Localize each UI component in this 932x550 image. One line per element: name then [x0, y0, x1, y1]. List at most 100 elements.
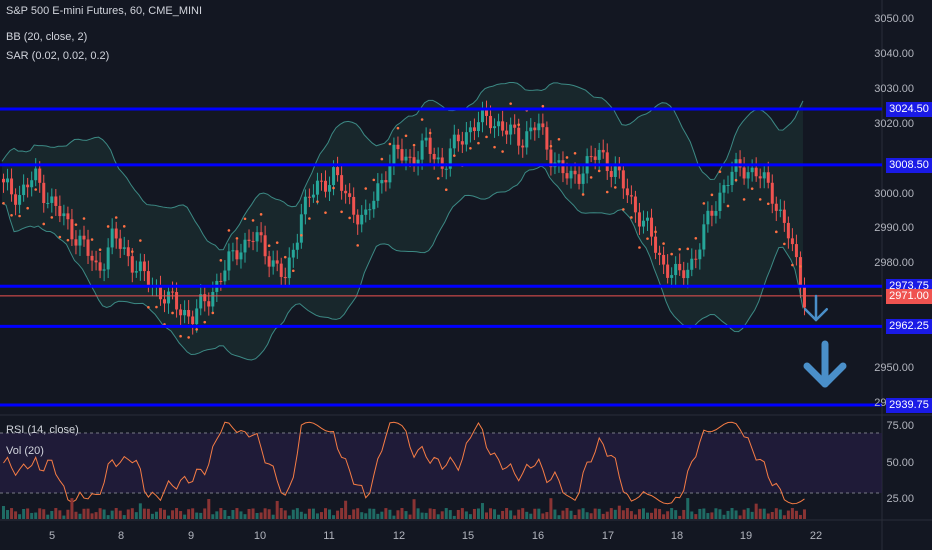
candle-body [436, 157, 440, 160]
candle-body [557, 160, 561, 163]
candle-body [195, 308, 199, 325]
candle-body [6, 178, 10, 183]
candle-body [738, 159, 742, 168]
sar-dot [106, 225, 110, 228]
time-tick-label: 8 [117, 530, 125, 542]
candle-body [702, 224, 706, 250]
volume-bar [416, 508, 420, 519]
volume-bar [287, 515, 291, 519]
sar-dot [501, 150, 504, 153]
volume-bar [376, 513, 380, 519]
candle-body [404, 156, 408, 161]
volume-bar [106, 515, 110, 519]
candle-body [428, 137, 432, 154]
candle-body [303, 196, 307, 215]
volume-bar [340, 508, 344, 519]
volume-bar [798, 514, 802, 519]
price-level-tag: 2939.75 [886, 398, 932, 413]
candle-body [356, 214, 360, 225]
candle-body [54, 196, 58, 206]
candle-body [589, 156, 593, 158]
volume-bar [581, 508, 585, 519]
sar-dot [396, 126, 400, 130]
candle-body [42, 182, 46, 204]
sar-dot [646, 237, 649, 240]
candle-body [533, 127, 537, 131]
volume-bar [650, 512, 654, 519]
volume-bar [360, 512, 364, 519]
volume-bar [549, 498, 553, 519]
candle-body [690, 258, 694, 270]
candle-body [78, 235, 82, 246]
candle-body [460, 141, 464, 145]
sar-dot [404, 134, 408, 138]
volume-bar [448, 510, 452, 519]
sar-dot [694, 236, 698, 240]
candle-body [74, 239, 78, 246]
sar-dot [90, 238, 94, 241]
sar-dot [485, 135, 488, 139]
candle-body [497, 121, 501, 127]
volume-bar [633, 514, 637, 519]
volume-bar [658, 509, 662, 519]
candle-body [392, 144, 396, 165]
sar-dot [573, 151, 577, 155]
candle-body [167, 291, 171, 304]
volume-bar [726, 510, 730, 519]
volume-bar [219, 508, 223, 519]
volume-bar [295, 508, 299, 519]
volume-bar [154, 511, 158, 519]
candle-body [66, 213, 70, 220]
candle-body [601, 149, 605, 153]
candle-body [790, 238, 794, 245]
volume-bar [58, 510, 62, 519]
volume-bar [428, 508, 432, 519]
candle-body [444, 168, 448, 170]
candle-body [94, 260, 98, 263]
candle-body [493, 126, 497, 129]
rsi-tick-label: 50.00 [886, 457, 914, 469]
candle-body [593, 156, 597, 160]
volume-bar [460, 508, 464, 519]
candle-body [489, 115, 493, 129]
volume-bar [440, 511, 444, 519]
volume-bar [468, 514, 472, 519]
rsi-tick-label: 25.00 [886, 493, 914, 505]
candle-body [778, 209, 782, 211]
sar-dot [710, 193, 714, 197]
candle-body [730, 171, 734, 186]
volume-bar [207, 499, 211, 519]
candle-body [360, 214, 364, 225]
candle-body [654, 236, 658, 253]
sar-dot [734, 178, 738, 182]
candle-body [114, 228, 118, 239]
volume-bar [476, 508, 480, 519]
time-tick-label: 12 [392, 530, 406, 542]
volume-bar [203, 508, 207, 519]
candle-body [90, 255, 94, 261]
sar-dot [557, 137, 561, 141]
candle-body [629, 195, 633, 197]
sar-dot [597, 169, 601, 173]
candle-body [138, 261, 142, 272]
candle-body [782, 209, 786, 223]
volume-bar [593, 508, 597, 519]
volume-bar [142, 508, 146, 519]
sar-dot [766, 202, 770, 206]
sar-dot [477, 141, 480, 145]
candle-body [134, 271, 138, 273]
volume-bar [569, 510, 573, 519]
candle-body [505, 130, 509, 135]
bb-lower [1, 165, 804, 361]
candle-body [307, 196, 311, 198]
volume-bar [364, 513, 368, 519]
sar-dot [436, 177, 440, 180]
candle-body [424, 137, 428, 141]
candle-body [235, 250, 239, 260]
sar-dot [541, 104, 545, 108]
down-arrow-icon [803, 340, 847, 388]
volume-bar [629, 511, 633, 519]
volume-bar [134, 512, 138, 519]
sar-dot [122, 225, 126, 228]
